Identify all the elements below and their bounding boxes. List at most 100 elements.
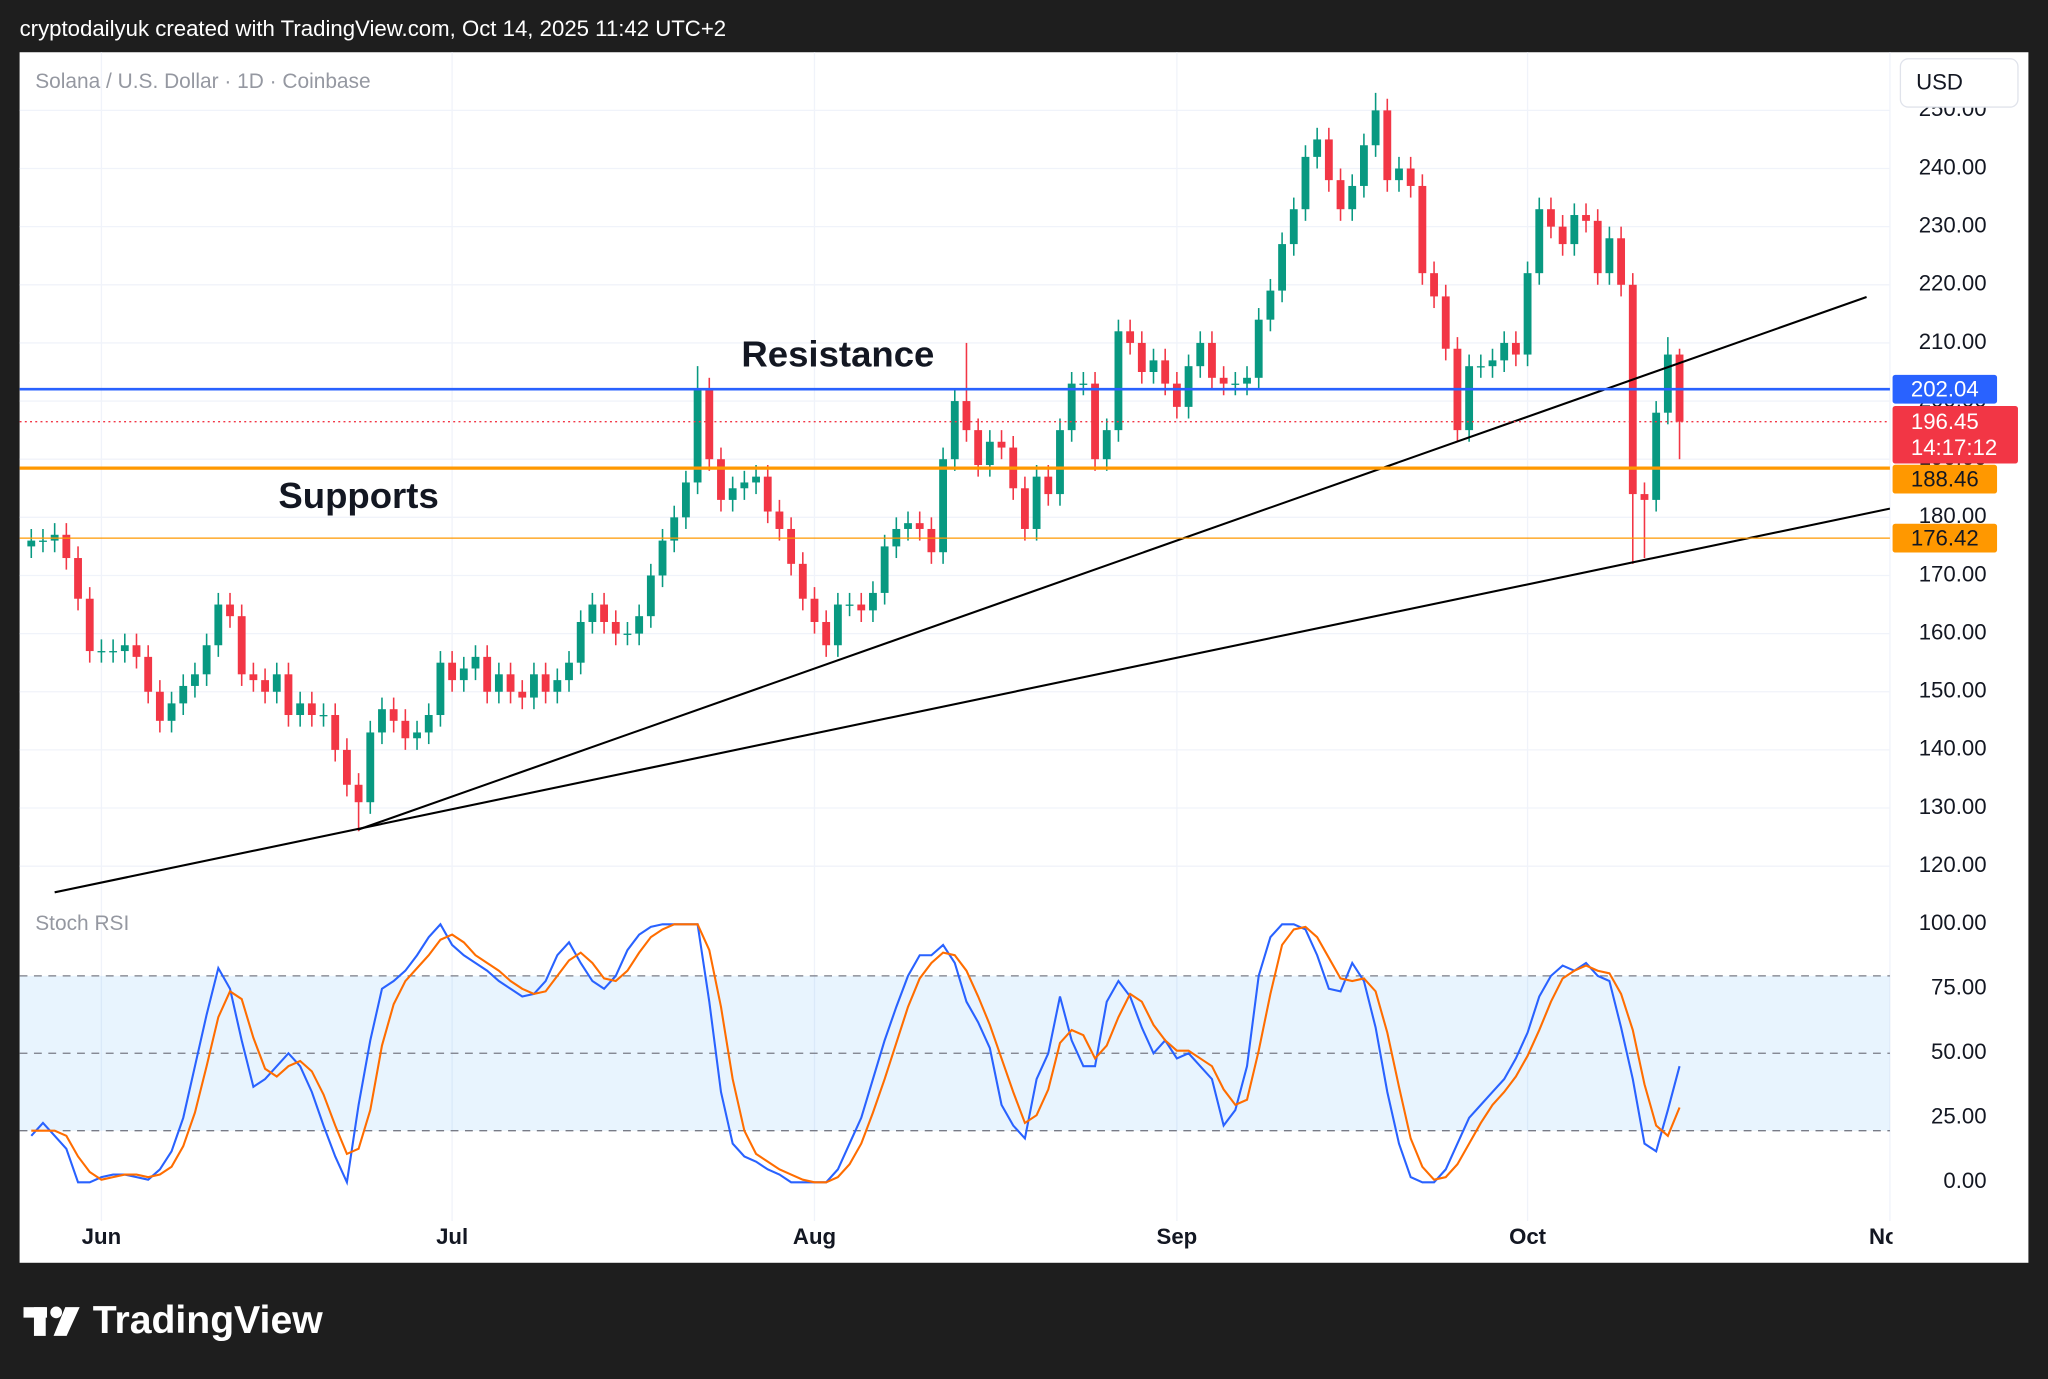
- candle-body: [1079, 383, 1088, 385]
- candle-body: [120, 645, 129, 652]
- candle-body: [272, 674, 281, 692]
- brand-logo: [23, 1306, 80, 1336]
- candle-body: [1301, 156, 1310, 210]
- logo-slash: [53, 1307, 80, 1336]
- candle-body: [1535, 209, 1544, 274]
- y-tick-label: 120.00: [1919, 852, 1987, 877]
- candle-body: [167, 703, 176, 721]
- candle-body: [342, 749, 351, 785]
- candle-body: [705, 389, 714, 460]
- candle-body: [1067, 383, 1076, 431]
- countdown-label: 14:17:12: [1911, 435, 1997, 460]
- candle-body: [588, 604, 597, 622]
- header: cryptodailyuk created with TradingView.c…: [20, 16, 727, 41]
- x-tick-label: Jul: [436, 1224, 468, 1249]
- candle-body: [857, 604, 866, 611]
- candle-body: [1184, 366, 1193, 407]
- candle-body: [1196, 342, 1205, 367]
- candle-body: [1371, 110, 1380, 146]
- candle-body: [950, 401, 959, 460]
- candle-body: [693, 389, 702, 483]
- candle-body: [459, 668, 468, 681]
- candle-body: [284, 674, 293, 716]
- candle-body: [1640, 494, 1649, 500]
- candle-body: [600, 604, 608, 622]
- stoch-pane: [19, 922, 1890, 1186]
- candle-body: [1570, 215, 1579, 245]
- candle-body: [1593, 220, 1602, 274]
- x-tick-label: Nov: [1869, 1224, 1912, 1249]
- y-tick-label: 230.00: [1919, 213, 1987, 238]
- candle-body: [658, 540, 667, 576]
- candle-body: [670, 517, 679, 541]
- candle-body: [518, 691, 527, 698]
- candle-body: [787, 528, 796, 564]
- logo-stem: [33, 1307, 46, 1336]
- candle-body: [927, 528, 936, 553]
- candle-body: [530, 674, 538, 698]
- candle-body: [1605, 238, 1614, 274]
- candle-body: [717, 459, 725, 500]
- candle-body: [1652, 412, 1661, 500]
- candle-body: [1243, 377, 1251, 384]
- indicator-title: Stoch RSI: [35, 912, 129, 935]
- currency-label[interactable]: USD: [1916, 69, 1963, 94]
- candle-body: [378, 709, 386, 733]
- candle-body: [109, 651, 118, 653]
- candle-body: [752, 476, 760, 483]
- currency-button[interactable]: [1899, 58, 2019, 108]
- candle-body: [27, 540, 36, 547]
- candle-body: [1360, 145, 1368, 186]
- candle-body: [1278, 244, 1287, 291]
- candle-body: [845, 604, 854, 606]
- candle-body: [85, 598, 94, 652]
- y-tick-label: 220.00: [1919, 271, 1987, 296]
- candle-body: [646, 575, 655, 617]
- stoch-line: [30, 922, 1681, 1186]
- candle-body: [424, 715, 433, 733]
- level-label: 188.46: [1911, 466, 1979, 491]
- candle-body: [401, 720, 410, 739]
- stoch-tick-label: 75.00: [1931, 975, 1987, 1000]
- candle-body: [132, 645, 141, 657]
- candle-body: [1149, 360, 1158, 372]
- candle-body: [1663, 354, 1672, 413]
- last-price-badge: [1892, 406, 2018, 464]
- candle-body: [1231, 383, 1240, 385]
- candle-body: [202, 645, 211, 675]
- y-tick-label: 130.00: [1919, 794, 1987, 819]
- candle-body: [1395, 168, 1403, 181]
- stoch-tick-label: 0.00: [1943, 1168, 1986, 1193]
- candle-body: [553, 680, 562, 692]
- candle-body: [728, 488, 737, 500]
- candle-body: [436, 662, 445, 716]
- candle-body: [1523, 273, 1532, 355]
- level-label: 176.42: [1911, 525, 1979, 550]
- candle-body: [1032, 476, 1041, 529]
- time-axis: Jun Jul Aug Sep Oct Nov: [82, 1224, 1912, 1249]
- level-label: 202.04: [1911, 376, 1979, 401]
- candle-body: [1161, 360, 1170, 384]
- symbol-title: Solana / U.S. Dollar · 1D · Coinbase: [35, 70, 370, 93]
- brand: TradingView: [93, 1299, 323, 1342]
- candle-body: [307, 703, 316, 716]
- candle-body: [763, 476, 772, 512]
- candle-body: [191, 674, 199, 686]
- candle-body: [974, 430, 983, 466]
- candle-body: [1324, 139, 1333, 181]
- candle-body: [798, 563, 807, 599]
- y-tick-label: 170.00: [1919, 561, 1987, 586]
- candle-body: [565, 662, 573, 681]
- candle-body: [822, 621, 831, 646]
- y-tick-label: 210.00: [1919, 329, 1987, 354]
- candle-body: [39, 540, 47, 542]
- candle-body: [1558, 226, 1567, 245]
- y-tick-label: 150.00: [1919, 678, 1987, 703]
- candle-body: [1336, 180, 1345, 210]
- x-tick-label: Jun: [82, 1224, 121, 1249]
- candle-body: [869, 592, 877, 611]
- candle-body: [1020, 488, 1029, 529]
- candle-body: [366, 732, 375, 803]
- candle-body: [1406, 168, 1415, 186]
